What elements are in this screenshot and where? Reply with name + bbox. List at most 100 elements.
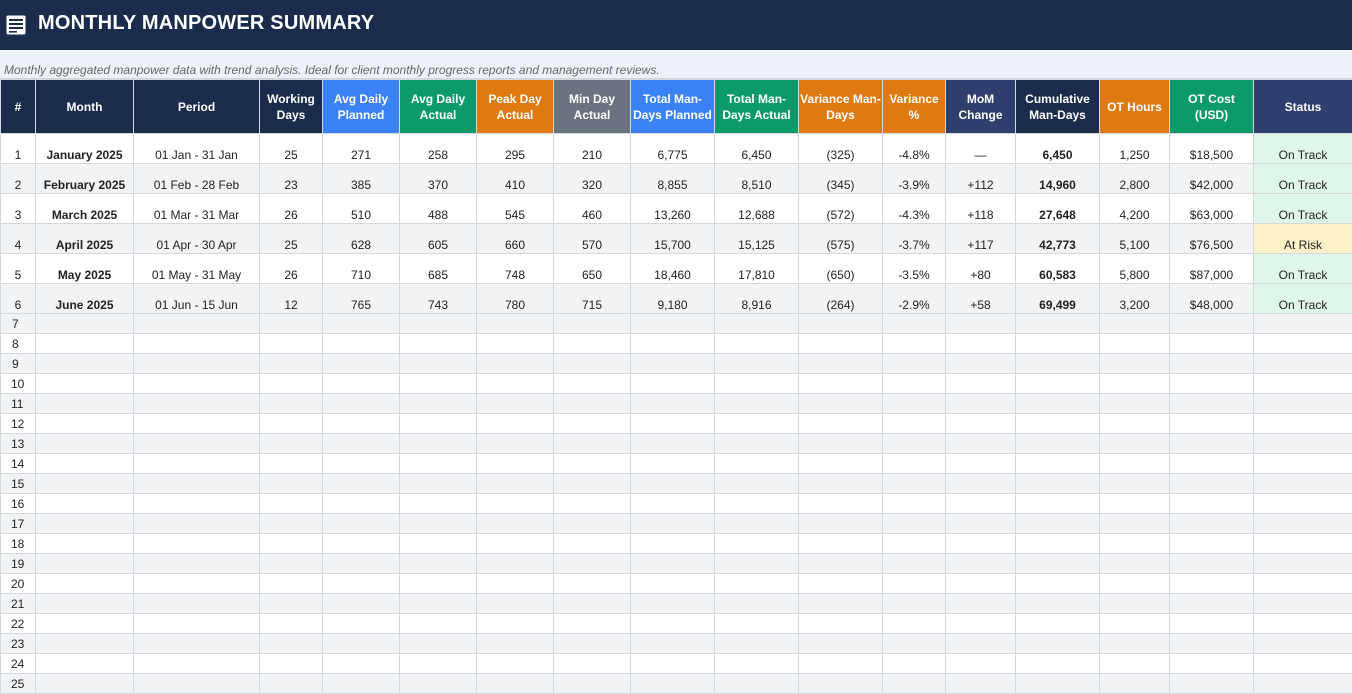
empty-cell[interactable]: [715, 334, 799, 354]
col-header-month[interactable]: Month: [36, 80, 134, 134]
peak-day-actual-cell[interactable]: 410: [477, 164, 554, 194]
month-cell[interactable]: February 2025: [36, 164, 134, 194]
empty-row[interactable]: 25: [1, 674, 1352, 694]
col-header-num[interactable]: #: [1, 80, 36, 134]
empty-cell[interactable]: [134, 554, 260, 574]
col-header-cumulative[interactable]: Cumulative Man-Days: [1016, 80, 1100, 134]
min-day-actual-cell[interactable]: 570: [554, 224, 631, 254]
empty-cell[interactable]: [946, 534, 1016, 554]
row-number[interactable]: 19: [1, 554, 36, 574]
ot-cost-cell[interactable]: $18,500: [1170, 134, 1254, 164]
empty-cell[interactable]: [715, 354, 799, 374]
empty-cell[interactable]: [1016, 454, 1100, 474]
empty-cell[interactable]: [554, 614, 631, 634]
empty-cell[interactable]: [260, 474, 323, 494]
empty-cell[interactable]: [1016, 394, 1100, 414]
empty-cell[interactable]: [883, 634, 946, 654]
row-number[interactable]: 6: [1, 284, 36, 314]
variance-cell[interactable]: (345): [799, 164, 883, 194]
empty-cell[interactable]: [631, 554, 715, 574]
col-header-variance[interactable]: Variance Man-Days: [799, 80, 883, 134]
empty-cell[interactable]: [883, 574, 946, 594]
empty-cell[interactable]: [1170, 674, 1254, 694]
empty-cell[interactable]: [1016, 374, 1100, 394]
empty-cell[interactable]: [134, 314, 260, 334]
empty-cell[interactable]: [554, 494, 631, 514]
empty-row[interactable]: 16: [1, 494, 1352, 514]
row-number[interactable]: 7: [1, 314, 36, 334]
empty-cell[interactable]: [477, 374, 554, 394]
empty-cell[interactable]: [36, 494, 134, 514]
empty-cell[interactable]: [36, 414, 134, 434]
empty-cell[interactable]: [883, 474, 946, 494]
empty-cell[interactable]: [631, 514, 715, 534]
empty-cell[interactable]: [400, 554, 477, 574]
empty-cell[interactable]: [1170, 554, 1254, 574]
mom-change-cell[interactable]: +117: [946, 224, 1016, 254]
empty-cell[interactable]: [260, 334, 323, 354]
empty-cell[interactable]: [36, 334, 134, 354]
empty-cell[interactable]: [1100, 654, 1170, 674]
variance-cell[interactable]: (650): [799, 254, 883, 284]
variance-pct-cell[interactable]: -3.7%: [883, 224, 946, 254]
period-cell[interactable]: 01 Jan - 31 Jan: [134, 134, 260, 164]
row-number[interactable]: 10: [1, 374, 36, 394]
status-badge[interactable]: On Track: [1254, 134, 1352, 164]
empty-cell[interactable]: [946, 634, 1016, 654]
empty-cell[interactable]: [631, 494, 715, 514]
empty-cell[interactable]: [477, 554, 554, 574]
empty-cell[interactable]: [477, 474, 554, 494]
empty-cell[interactable]: [323, 654, 400, 674]
empty-cell[interactable]: [883, 494, 946, 514]
empty-cell[interactable]: [883, 614, 946, 634]
row-number[interactable]: 22: [1, 614, 36, 634]
total-actual-cell[interactable]: 8,510: [715, 164, 799, 194]
row-number[interactable]: 20: [1, 574, 36, 594]
empty-cell[interactable]: [946, 594, 1016, 614]
empty-cell[interactable]: [260, 594, 323, 614]
empty-cell[interactable]: [1016, 494, 1100, 514]
empty-cell[interactable]: [554, 454, 631, 474]
mom-change-cell[interactable]: +118: [946, 194, 1016, 224]
empty-cell[interactable]: [323, 314, 400, 334]
empty-cell[interactable]: [1170, 614, 1254, 634]
empty-cell[interactable]: [1100, 314, 1170, 334]
empty-cell[interactable]: [799, 414, 883, 434]
empty-cell[interactable]: [36, 454, 134, 474]
empty-cell[interactable]: [400, 354, 477, 374]
period-cell[interactable]: 01 Jun - 15 Jun: [134, 284, 260, 314]
empty-cell[interactable]: [477, 314, 554, 334]
empty-row[interactable]: 20: [1, 574, 1352, 594]
empty-cell[interactable]: [946, 394, 1016, 414]
empty-cell[interactable]: [260, 574, 323, 594]
ot-cost-cell[interactable]: $48,000: [1170, 284, 1254, 314]
empty-cell[interactable]: [477, 614, 554, 634]
empty-cell[interactable]: [1254, 394, 1352, 414]
empty-cell[interactable]: [554, 474, 631, 494]
month-cell[interactable]: June 2025: [36, 284, 134, 314]
empty-cell[interactable]: [1170, 314, 1254, 334]
empty-cell[interactable]: [1100, 374, 1170, 394]
empty-cell[interactable]: [134, 414, 260, 434]
empty-cell[interactable]: [477, 394, 554, 414]
empty-cell[interactable]: [883, 534, 946, 554]
empty-cell[interactable]: [715, 514, 799, 534]
empty-cell[interactable]: [36, 654, 134, 674]
peak-day-actual-cell[interactable]: 660: [477, 224, 554, 254]
row-number[interactable]: 11: [1, 394, 36, 414]
avg-daily-planned-cell[interactable]: 710: [323, 254, 400, 284]
cumulative-cell[interactable]: 60,583: [1016, 254, 1100, 284]
empty-cell[interactable]: [883, 334, 946, 354]
total-planned-cell[interactable]: 8,855: [631, 164, 715, 194]
total-actual-cell[interactable]: 15,125: [715, 224, 799, 254]
empty-row[interactable]: 18: [1, 534, 1352, 554]
ot-hours-cell[interactable]: 3,200: [1100, 284, 1170, 314]
row-number[interactable]: 25: [1, 674, 36, 694]
empty-cell[interactable]: [631, 454, 715, 474]
empty-cell[interactable]: [883, 454, 946, 474]
empty-cell[interactable]: [477, 594, 554, 614]
empty-cell[interactable]: [631, 594, 715, 614]
empty-cell[interactable]: [36, 394, 134, 414]
col-header-mom-change[interactable]: MoM Change: [946, 80, 1016, 134]
